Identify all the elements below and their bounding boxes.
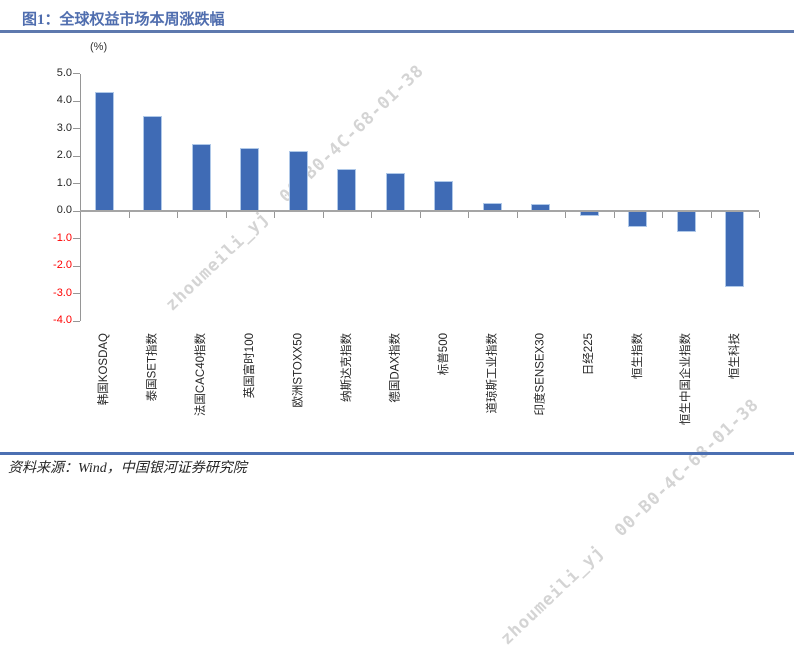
y-axis-tick-label: 5.0 [56, 66, 72, 79]
y-axis-tick-label: 3.0 [56, 121, 72, 134]
x-axis-tick [516, 212, 518, 218]
y-axis-line [80, 73, 81, 321]
y-axis-tick [73, 128, 80, 129]
x-axis-tick [225, 212, 227, 218]
x-axis-tick [710, 212, 712, 218]
x-axis-tick [662, 212, 663, 218]
x-axis-tick [371, 212, 372, 218]
data-source-note: 资料来源：Wind，中国银河证券研究院 [8, 461, 247, 476]
y-axis-tick [73, 320, 80, 322]
y-axis-tick [73, 155, 80, 157]
y-axis-tick-label: 1.0 [56, 176, 72, 189]
x-axis-tick [274, 212, 275, 218]
x-axis-tick [468, 212, 469, 218]
title-divider-rule [0, 30, 794, 33]
y-axis-tick [73, 265, 80, 267]
y-axis-tick-label: -3.0 [53, 286, 72, 299]
y-axis-tick [73, 293, 80, 294]
footer-divider-rule [0, 452, 794, 455]
y-axis-tick [73, 238, 80, 239]
x-axis-tick [128, 212, 130, 218]
y-axis-tick-label: 2.0 [56, 149, 72, 161]
x-axis-tick [759, 212, 760, 218]
report-chrome: 图1：全球权益市场本周涨跌幅 资料来源：Wind，中国银河证券研究院 [0, 12, 794, 476]
y-axis-tick [73, 183, 80, 184]
y-axis-unit-label: (%) [90, 41, 108, 53]
x-axis-tick [419, 212, 421, 218]
y-axis-tick-label: 0.0 [56, 204, 72, 216]
y-axis-tick-label: -1.0 [53, 231, 72, 244]
y-axis-tick-label: -4.0 [53, 314, 72, 326]
x-axis-tick [177, 212, 178, 218]
y-axis-tick [73, 100, 80, 102]
y-axis-tick-label: -2.0 [53, 259, 72, 271]
x-axis-tick [565, 212, 566, 218]
bar-chart: (%) 5.0 4.0 3.0 2.0 1.0 0.0 -1.0 -2.0 -3.0 -4.0 韩国… [53, 41, 760, 425]
y-axis-tick [73, 73, 80, 74]
y-axis-tick [73, 210, 80, 212]
figure-title: 图1：全球权益市场本周涨跌幅 [22, 12, 225, 28]
y-axis-tick-label: 4.0 [56, 94, 72, 106]
x-axis-tick [613, 212, 615, 218]
x-axis-tick [322, 212, 324, 218]
x-axis-zero-line [80, 210, 759, 212]
